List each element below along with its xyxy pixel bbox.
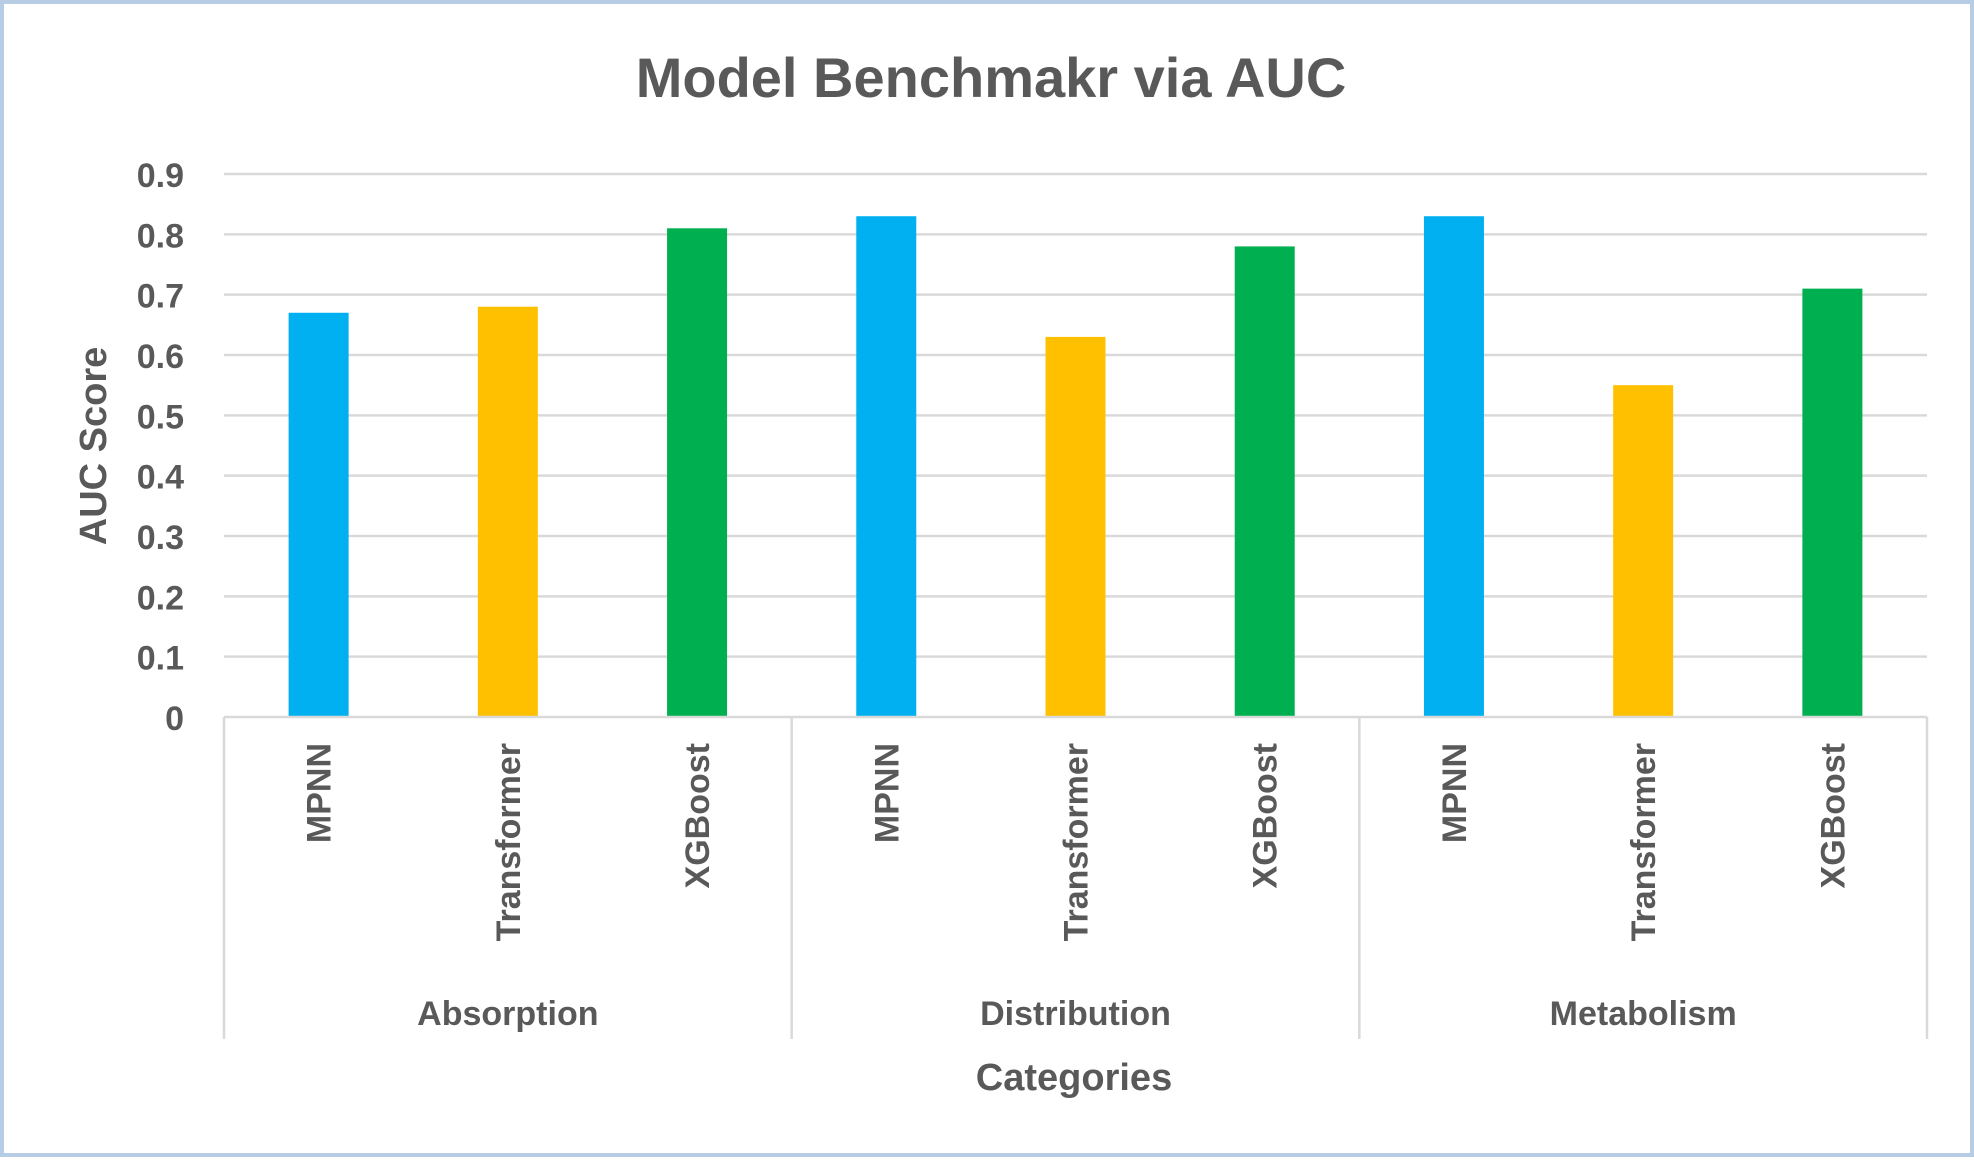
category-label: Distribution — [980, 995, 1171, 1033]
x-tick-label: XGBoost — [1814, 743, 1852, 888]
y-tick-label: 0 — [165, 700, 184, 738]
bars — [288, 216, 1863, 718]
x-axis-label: Categories — [976, 1057, 1172, 1099]
category-label: Absorption — [417, 995, 598, 1033]
x-tick-label: XGBoost — [679, 743, 717, 888]
x-tick-label: MPNN — [1436, 743, 1474, 843]
x-tick-label: Transformer — [1058, 743, 1096, 941]
y-tick-label: 0.4 — [137, 459, 184, 497]
bar — [1613, 385, 1674, 717]
axes — [222, 715, 1929, 1039]
tick-labels: 0 0.1 0.2 0.3 0.4 0.5 0.6 0.7 0.8 0.9 MPNN Transfor… — [137, 157, 1853, 1033]
bar — [667, 228, 728, 718]
y-tick-label: 0.7 — [137, 278, 184, 316]
bar — [856, 216, 917, 717]
bar — [477, 306, 538, 717]
y-tick-label: 0.6 — [137, 338, 184, 376]
bar-chart: Model Benchmakr via AUC AUC Score Catego… — [73, 46, 1929, 1099]
bar — [1234, 246, 1295, 717]
y-axis-label: AUC Score — [73, 347, 115, 546]
y-tick-label: 0.2 — [137, 579, 184, 617]
x-tick-label: MPNN — [868, 743, 906, 843]
x-tick-label: Transformer — [1625, 743, 1663, 941]
y-tick-label: 0.9 — [137, 157, 184, 195]
chart-title: Model Benchmakr via AUC — [636, 46, 1347, 109]
y-tick-label: 0.1 — [137, 640, 184, 678]
y-tick-label: 0.5 — [137, 398, 184, 436]
bar — [1423, 216, 1484, 717]
y-tick-label: 0.3 — [137, 519, 184, 557]
bar — [1045, 336, 1106, 717]
x-tick-label: Transformer — [490, 743, 528, 941]
x-tick-label: MPNN — [301, 743, 339, 843]
x-tick-label: XGBoost — [1247, 743, 1285, 888]
bar — [1802, 288, 1863, 717]
bar — [288, 312, 349, 717]
y-tick-label: 0.8 — [137, 217, 184, 255]
category-label: Metabolism — [1550, 995, 1737, 1033]
